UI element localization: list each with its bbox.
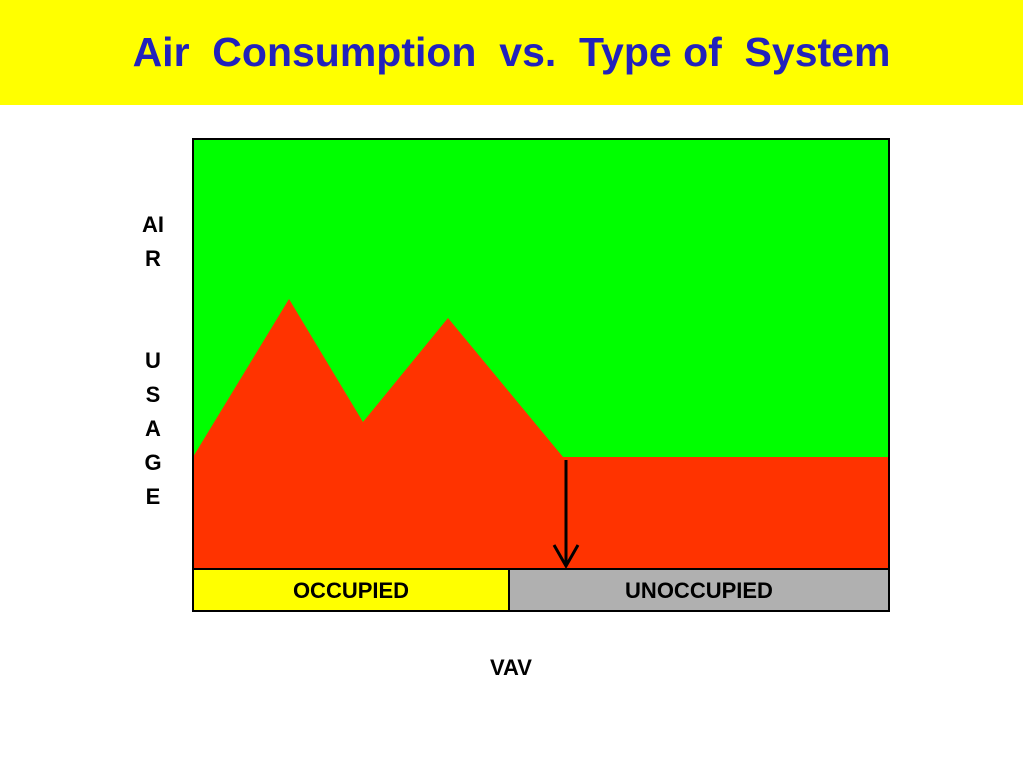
y-label: AIR: [142, 212, 164, 271]
title: Air Consumption vs. Type of System: [132, 29, 891, 75]
header: Air Consumption vs. Type of System: [0, 0, 1023, 105]
period-label: UNOCCUPIED: [625, 578, 773, 603]
unoccupied-box: [508, 568, 890, 612]
y-label: USAGE: [144, 348, 162, 509]
arrow-head: [552, 544, 580, 570]
x-label: VAV: [490, 655, 532, 680]
usage-area: [193, 299, 889, 569]
occupied-box: [192, 568, 510, 612]
period-label: OCCUPIED: [292, 578, 410, 603]
